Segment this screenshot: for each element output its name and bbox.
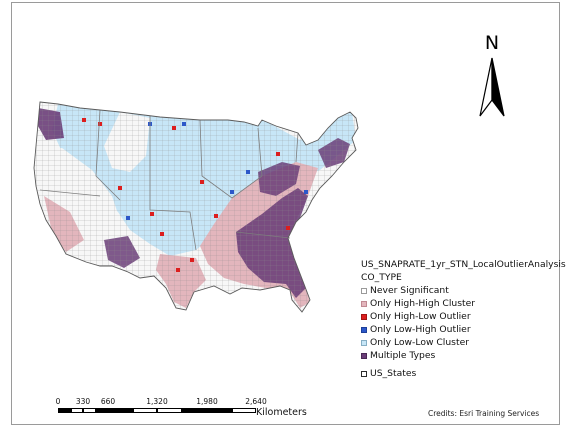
legend-label-only-low-high-outlier: Only Low-High Outlier (370, 324, 471, 335)
scale-bar-segment (58, 408, 71, 413)
high-low-outlier-county (118, 186, 122, 190)
scale-bar-segment (96, 408, 108, 413)
scale-bar-segment (83, 408, 96, 413)
high-low-outlier-county (150, 212, 154, 216)
scale-bar-segment (207, 408, 232, 413)
legend: US_SNAPRATE_1yr_STN_LocalOutlierAnalysis… (361, 258, 566, 380)
legend-items: Never Significant Only High-High Cluster O… (361, 284, 561, 362)
scale-bar: 0 330 660 1,320 1,980 2,640 Kilometers (52, 397, 312, 419)
high-low-outlier-county (176, 268, 180, 272)
north-arrow: N (472, 32, 512, 117)
us-states-boundary (39, 109, 299, 251)
high-low-outlier-county (160, 232, 164, 236)
scale-bar-segment (157, 408, 182, 413)
scale-tick-label: 0 (55, 397, 61, 406)
legend-label-us-states: US_States (370, 368, 417, 379)
low-high-outlier-county (126, 216, 130, 220)
low-high-outlier-county (230, 190, 234, 194)
high-low-outlier-county (286, 226, 290, 230)
scale-tick-label: 1,320 (146, 397, 168, 406)
scale-tick-label: 330 (75, 397, 91, 406)
legend-label-only-low-low-cluster: Only Low-Low Cluster (370, 337, 469, 348)
legend-item-never-significant: Never Significant (361, 284, 561, 297)
north-arrow-icon (479, 57, 505, 117)
legend-item-only-high-low-outlier: Only High-Low Outlier (361, 310, 561, 323)
legend-label-only-high-low-outlier: Only High-Low Outlier (370, 311, 471, 322)
high-low-outlier-county (200, 180, 204, 184)
low-high-outlier-county (246, 170, 250, 174)
north-letter: N (484, 32, 500, 54)
scale-tick-label: 660 (100, 397, 116, 406)
legend-item-only-high-high-cluster: Only High-High Cluster (361, 297, 561, 310)
legend-swatch-only-low-low-cluster (361, 339, 367, 346)
legend-layer-title: US_SNAPRATE_1yr_STN_LocalOutlierAnalysis (361, 259, 566, 270)
legend-item-only-low-high-outlier: Only Low-High Outlier (361, 323, 561, 336)
legend-label-never-significant: Never Significant (370, 285, 449, 296)
scale-tick-label: 1,980 (196, 397, 218, 406)
legend-swatch-only-high-high-cluster (361, 300, 367, 307)
scale-bar-segment (71, 408, 83, 413)
scale-bar-segment (232, 408, 256, 413)
legend-item-multiple-types: Multiple Types (361, 349, 561, 362)
legend-field-name: CO_TYPE (361, 272, 402, 283)
credits-text: Credits: Esri Training Services (428, 409, 540, 418)
high-low-outlier-county (276, 152, 280, 156)
scale-unit-label: Kilometers (256, 407, 307, 418)
scale-tick-label: 2,640 (245, 397, 267, 406)
legend-swatch-only-low-high-outlier (361, 326, 367, 333)
legend-label-only-high-high-cluster: Only High-High Cluster (370, 298, 476, 309)
legend-swatch-never-significant (361, 287, 367, 294)
legend-label-multiple-types: Multiple Types (370, 350, 436, 361)
legend-item-us-states: US_States (361, 367, 561, 380)
legend-item-only-low-low-cluster: Only Low-Low Cluster (361, 336, 561, 349)
legend-swatch-us-states (361, 370, 367, 377)
low-high-outlier-county (304, 190, 308, 194)
high-low-outlier-county (214, 214, 218, 218)
legend-swatch-only-high-low-outlier (361, 313, 367, 320)
high-low-outlier-county (82, 118, 86, 122)
high-low-outlier-county (172, 126, 176, 130)
scale-bar-segment (182, 408, 207, 413)
scale-bar-segment (133, 408, 157, 413)
high-low-outlier-county (190, 258, 194, 262)
high-low-outlier-county (98, 122, 102, 126)
scale-bar-segment (108, 408, 133, 413)
legend-swatch-multiple-types (361, 352, 367, 359)
low-high-outlier-county (182, 122, 186, 126)
